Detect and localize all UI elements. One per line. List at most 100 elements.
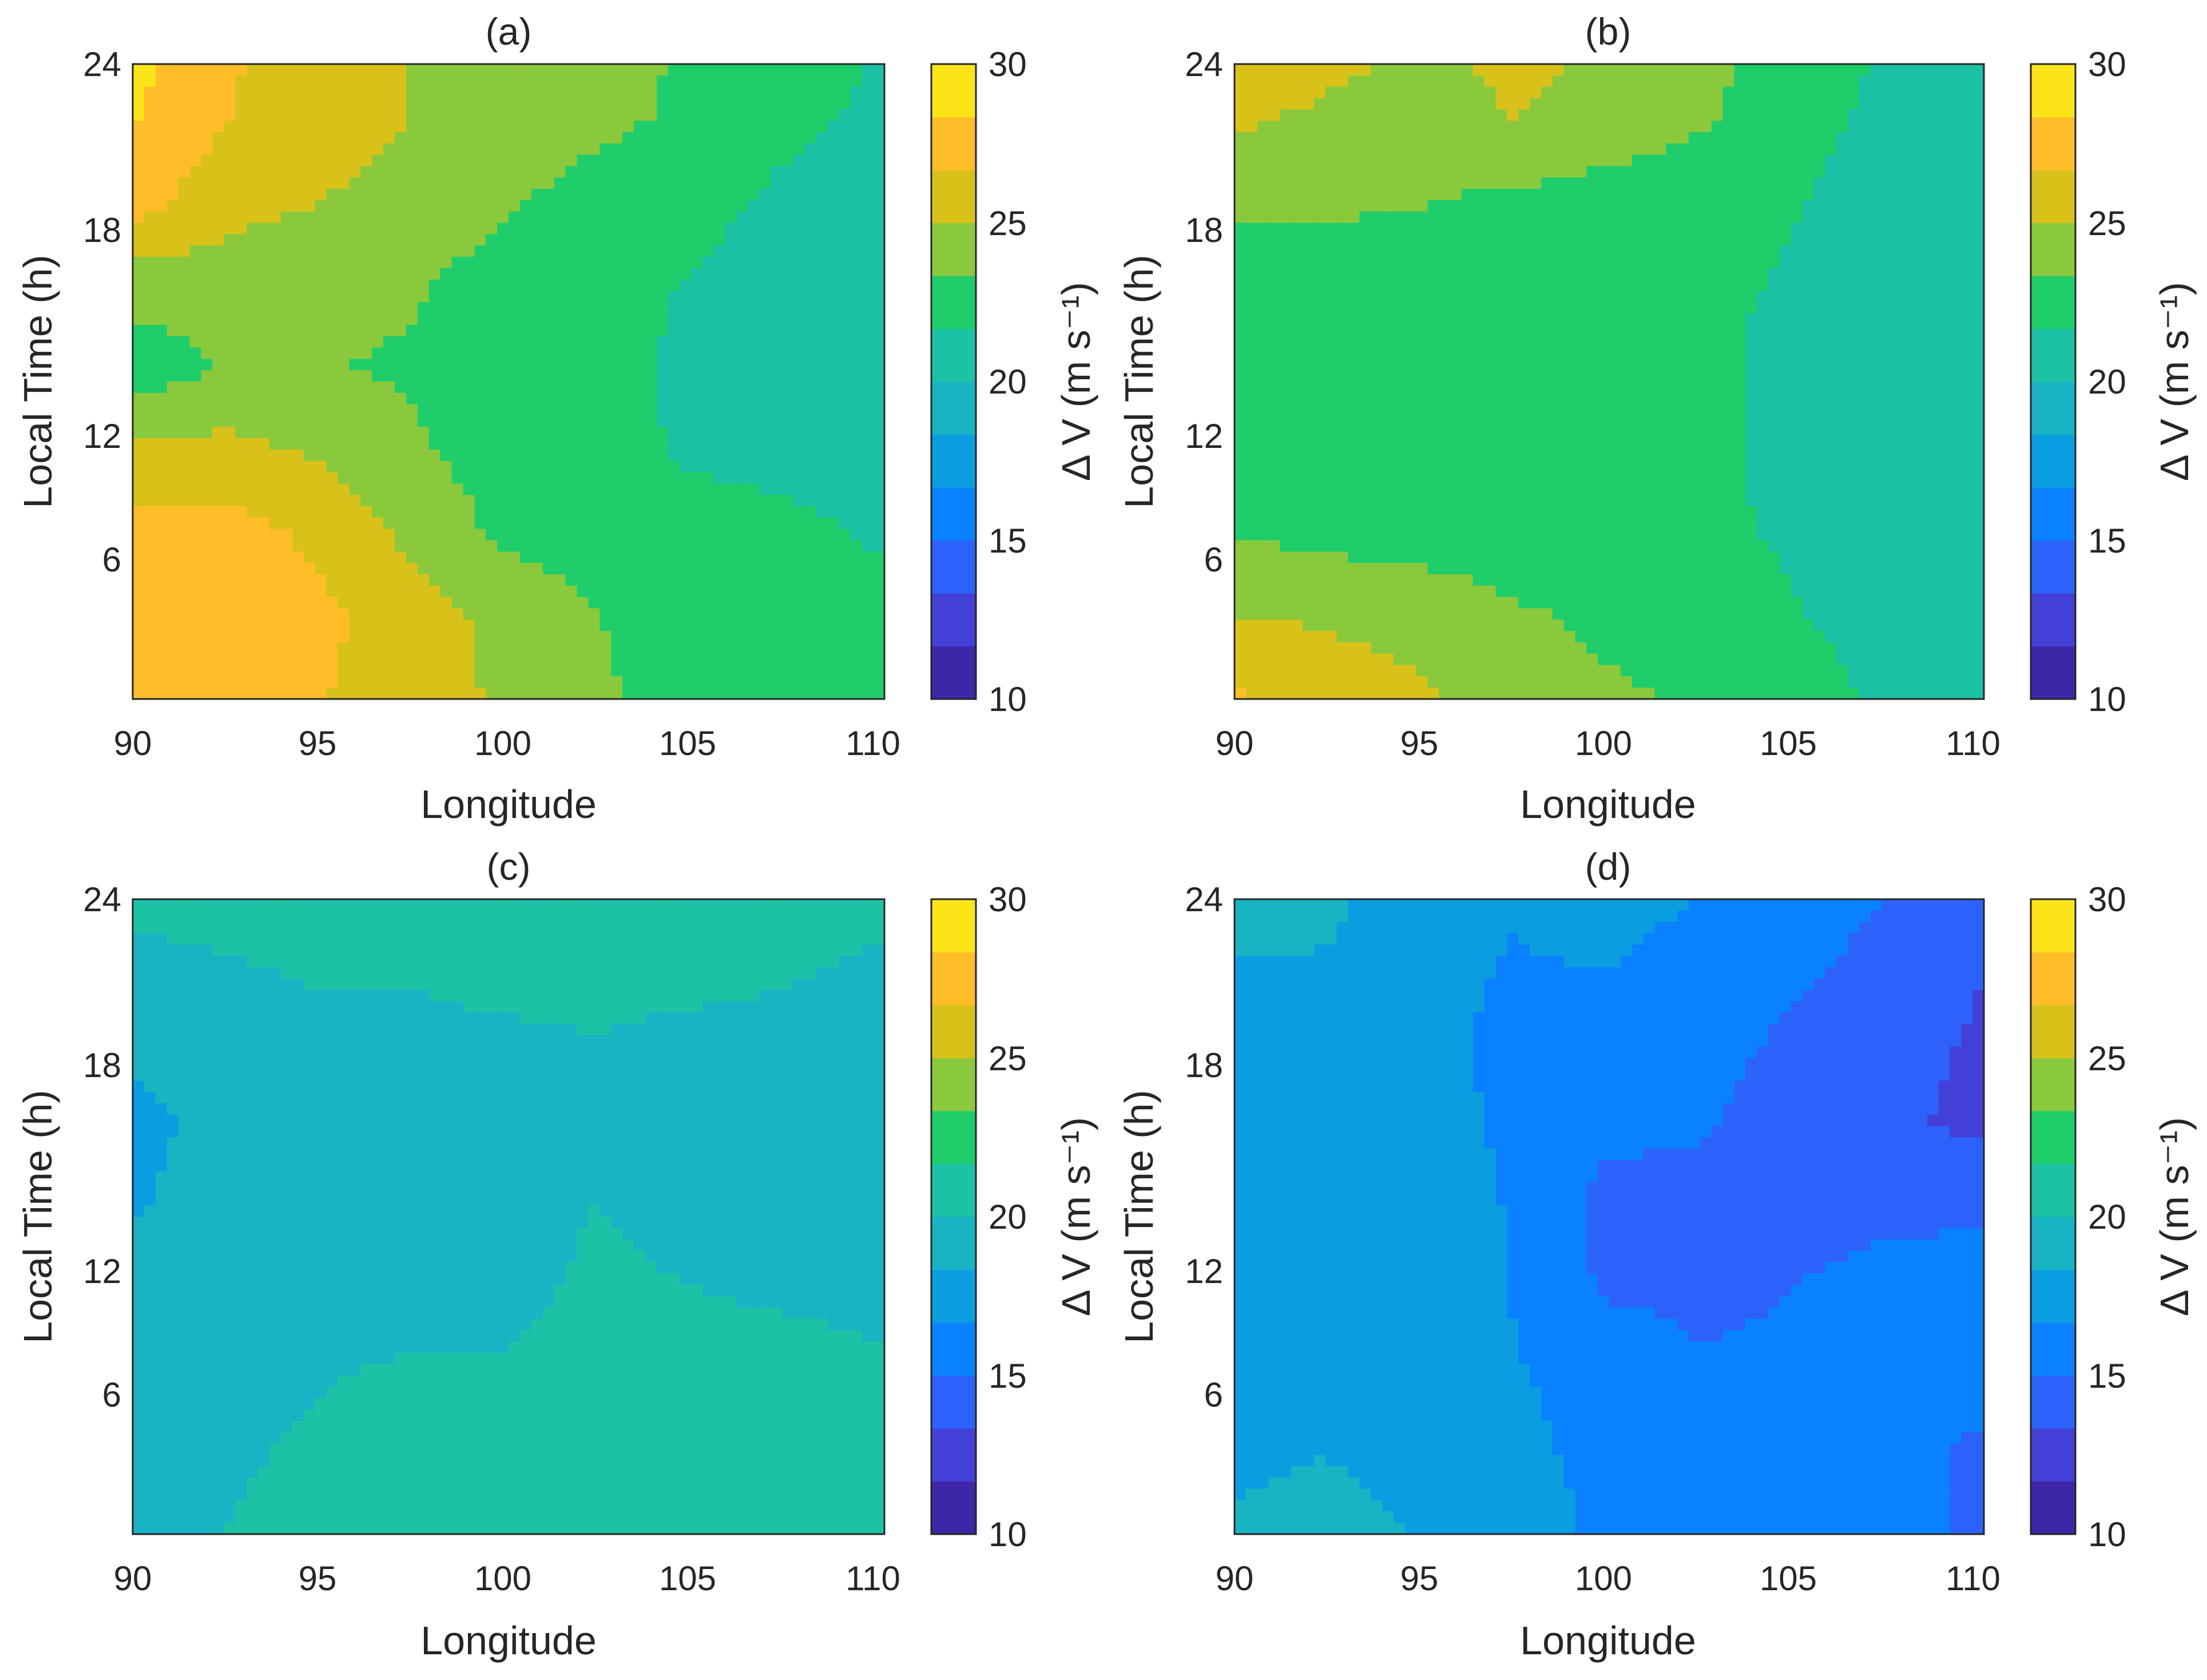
heatmap-cell	[554, 189, 566, 201]
heatmap-cell	[1847, 143, 1860, 156]
heatmap-cell	[748, 551, 760, 563]
heatmap-cell	[1745, 98, 1757, 110]
heatmap-cell	[258, 415, 270, 428]
heatmap-cell	[600, 540, 612, 553]
heatmap-cell	[1291, 234, 1303, 246]
heatmap-cell	[144, 631, 156, 643]
heatmap-cell	[1768, 98, 1780, 110]
heatmap-cell	[1643, 166, 1656, 178]
heatmap-cell	[793, 234, 805, 246]
heatmap-cell	[189, 460, 202, 473]
heatmap-cell	[1530, 86, 1542, 99]
heatmap-cell	[793, 200, 805, 212]
heatmap-cell	[1472, 154, 1485, 167]
heatmap-cell	[542, 517, 555, 530]
heatmap-cell	[1416, 98, 1428, 110]
heatmap-cell	[463, 268, 475, 280]
heatmap-cell	[338, 483, 350, 496]
heatmap-cell	[565, 392, 578, 405]
heatmap-cell	[428, 154, 441, 167]
heatmap-cell	[690, 359, 703, 371]
heatmap-cell	[622, 75, 634, 88]
heatmap-cell	[531, 336, 543, 348]
heatmap-cell	[224, 359, 236, 371]
heatmap-cell	[497, 211, 509, 224]
heatmap-cell	[326, 688, 339, 700]
heatmap-cell	[1836, 143, 1848, 156]
heatmap-cell	[531, 415, 543, 428]
heatmap-cell	[668, 438, 680, 450]
heatmap-cell	[827, 392, 840, 405]
heatmap-cell	[770, 291, 783, 303]
heatmap-cell	[759, 449, 771, 462]
heatmap-cell	[315, 64, 327, 76]
heatmap-cell	[463, 506, 475, 518]
heatmap-cell	[326, 574, 339, 586]
heatmap-cell	[531, 517, 543, 530]
heatmap-cell	[428, 472, 441, 484]
heatmap-cell	[1393, 64, 1406, 76]
heatmap-cell	[1938, 109, 1951, 121]
heatmap-cell	[1450, 189, 1462, 201]
heatmap-cell	[224, 256, 236, 269]
heatmap-cell	[634, 382, 646, 394]
heatmap-cell	[509, 495, 521, 507]
heatmap-cell	[781, 177, 794, 189]
heatmap-cell	[531, 585, 543, 598]
heatmap-cell	[748, 234, 760, 246]
heatmap-cell	[463, 653, 475, 666]
heatmap-cell	[189, 392, 202, 405]
heatmap-cell	[133, 688, 145, 700]
heatmap-cell	[862, 347, 874, 360]
heatmap-cell	[565, 495, 578, 507]
heatmap-cell	[428, 177, 441, 189]
heatmap-cell	[645, 336, 657, 348]
heatmap-cell	[280, 608, 293, 621]
heatmap-cell	[542, 359, 555, 371]
heatmap-cell	[269, 392, 281, 405]
heatmap-cell	[315, 86, 327, 99]
heatmap-cell	[588, 268, 601, 280]
heatmap-cell	[201, 154, 213, 167]
heatmap-cell	[542, 200, 555, 212]
heatmap-cell	[474, 597, 486, 609]
heatmap-cell	[372, 427, 384, 439]
heatmap-cell	[862, 64, 874, 76]
heatmap-cell	[486, 665, 498, 677]
heatmap-cell	[804, 563, 817, 575]
heatmap-cell	[451, 166, 464, 178]
heatmap-cell	[1530, 121, 1542, 133]
heatmap-cell	[1950, 245, 1962, 257]
heatmap-cell	[383, 336, 395, 348]
heatmap-cell	[315, 460, 327, 473]
heatmap-cell	[394, 483, 407, 496]
heatmap-cell	[1530, 75, 1542, 88]
heatmap-cell	[748, 540, 760, 553]
heatmap-cell	[349, 631, 361, 643]
heatmap-cell	[360, 517, 372, 530]
heatmap-cell	[1303, 177, 1315, 189]
heatmap-cell	[873, 382, 885, 394]
heatmap-cell	[862, 676, 874, 688]
heatmap-cell	[1530, 143, 1542, 156]
heatmap-cell	[451, 98, 464, 110]
heatmap-cell	[247, 438, 259, 450]
heatmap-cell	[588, 438, 601, 450]
heatmap-cell	[600, 392, 612, 405]
heatmap-cell	[873, 359, 885, 371]
heatmap-cell	[1518, 268, 1530, 280]
heatmap-cell	[668, 529, 680, 541]
heatmap-cell	[781, 506, 794, 518]
heatmap-cell	[1416, 189, 1428, 201]
heatmap-cell	[1734, 132, 1746, 144]
heatmap-cell	[770, 98, 783, 110]
heatmap-cell	[258, 109, 270, 121]
heatmap-cell	[235, 279, 247, 292]
heatmap-cell	[622, 460, 634, 473]
heatmap-cell	[497, 177, 509, 189]
heatmap-cell	[1530, 98, 1542, 110]
heatmap-cell	[759, 86, 771, 99]
heatmap-cell	[474, 415, 486, 428]
heatmap-cell	[155, 653, 168, 666]
heatmap-cell	[1507, 143, 1519, 156]
